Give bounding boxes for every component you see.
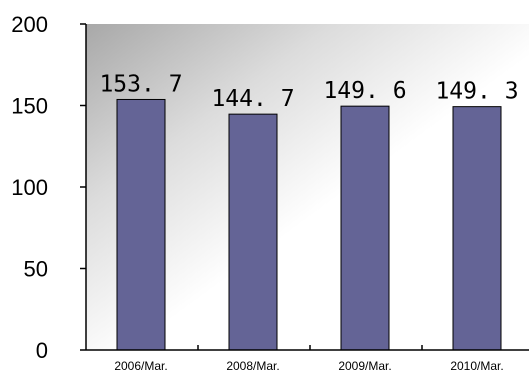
bar bbox=[452, 106, 502, 351]
bar bbox=[116, 98, 166, 351]
x-axis-ticks bbox=[197, 345, 423, 350]
category-label: 2006/Mar. bbox=[114, 359, 167, 373]
category-label: 2009/Mar. bbox=[338, 359, 391, 373]
y-axis-ticks: 0 50 100 150 200 bbox=[11, 12, 86, 363]
bar-value-label: 153. 7 bbox=[99, 71, 182, 97]
bar-value-label: 149. 6 bbox=[323, 78, 406, 104]
y-tick-label: 0 bbox=[36, 338, 48, 363]
y-tick-label: 200 bbox=[11, 12, 48, 37]
bar bbox=[228, 113, 278, 351]
y-tick-label: 100 bbox=[11, 175, 48, 200]
category-label: 2010/Mar. bbox=[450, 359, 503, 373]
category-labels-group: 2006/Mar. 2008/Mar. 2009/Mar. 2010/Mar. bbox=[114, 359, 503, 373]
data-labels-group: 153. 7 144. 7 149. 6 149. 3 bbox=[99, 71, 518, 112]
y-tick-label: 50 bbox=[24, 257, 48, 282]
bar bbox=[340, 105, 390, 351]
bars-group bbox=[116, 98, 502, 351]
bar-value-label: 144. 7 bbox=[211, 86, 294, 112]
bar-value-label: 149. 3 bbox=[435, 79, 518, 105]
category-label: 2008/Mar. bbox=[226, 359, 279, 373]
y-tick-label: 150 bbox=[11, 94, 48, 119]
